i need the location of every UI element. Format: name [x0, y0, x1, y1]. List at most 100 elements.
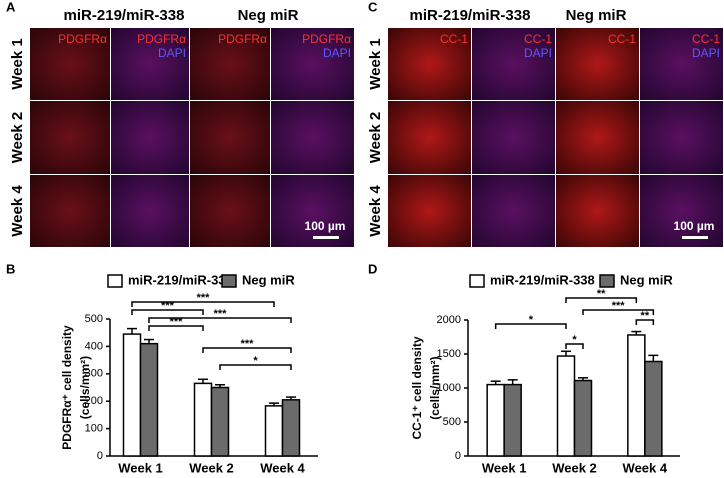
significance-bracket	[148, 317, 292, 323]
significance-label: ***	[170, 316, 184, 328]
micrograph	[30, 28, 110, 100]
micrograph	[271, 28, 354, 100]
row-label: Week 4	[9, 185, 26, 237]
y-tick-label: 300	[85, 368, 103, 380]
significance-bracket	[148, 325, 204, 331]
micrograph	[388, 28, 471, 100]
stain-label: CC-1	[692, 32, 720, 46]
micrograph	[640, 101, 723, 174]
bar	[627, 334, 646, 457]
significance-bracket	[131, 309, 204, 315]
y-axis-label: PDGFRα⁺ cell density	[60, 325, 74, 450]
micrograph	[30, 101, 110, 174]
significance-label: ***	[197, 292, 211, 304]
bar	[556, 355, 576, 457]
significance-label: **	[641, 310, 650, 322]
micrograph	[111, 101, 189, 174]
y-axis-label: (cells/mm²)	[78, 356, 92, 419]
x-tick-label: Week 4	[260, 460, 305, 475]
significance-label: ***	[214, 308, 228, 320]
legend-label: miR-219/miR-338	[490, 272, 595, 287]
significance-bracket	[131, 301, 275, 307]
significance-bracket	[202, 347, 292, 353]
micrograph	[472, 175, 555, 247]
stain-label: PDGFRα	[137, 32, 186, 46]
x-tick-label: Week 4	[623, 460, 668, 475]
bar	[503, 383, 522, 457]
x-tick-label: Week 1	[118, 460, 163, 475]
significance-bracket	[494, 323, 567, 329]
row-label: Week 1	[9, 38, 26, 89]
micrograph	[556, 101, 639, 174]
stain-label: DAPI	[323, 46, 351, 60]
micrograph	[640, 175, 723, 247]
stain-label: PDGFRα	[218, 32, 267, 46]
row-label: Week 1	[367, 38, 384, 89]
bar	[193, 382, 213, 457]
y-axis-label: (cells/mm²)	[428, 356, 442, 419]
legend-swatch	[107, 274, 123, 288]
significance-bracket	[582, 309, 655, 315]
scale-bar-label: 100 µm	[674, 219, 715, 233]
stain-label: DAPI	[524, 46, 552, 60]
stain-label: DAPI	[158, 46, 186, 60]
bar	[644, 360, 663, 457]
significance-bracket	[565, 343, 584, 349]
stain-label: CC-1	[440, 32, 468, 46]
row-label: Week 2	[367, 112, 384, 163]
y-tick-label: 1500	[437, 348, 461, 360]
micrograph	[30, 175, 110, 247]
legend-label: Neg miR	[242, 272, 295, 287]
panel-letter: C	[368, 0, 378, 14]
micrograph	[190, 28, 270, 100]
y-tick-label: 0	[97, 450, 103, 462]
y-axis-label: CC-1⁺ cell density	[410, 336, 424, 439]
y-tick-label: 1000	[437, 382, 461, 394]
y-tick-label: 400	[85, 340, 103, 352]
significance-label: **	[597, 288, 606, 300]
stain-label: CC-1	[608, 32, 636, 46]
y-tick-label: 100	[85, 423, 103, 435]
legend-swatch	[221, 274, 237, 288]
scale-bar-label: 100 µm	[305, 219, 346, 233]
bar	[264, 405, 284, 457]
y-tick-label: 200	[85, 395, 103, 407]
micrograph	[472, 101, 555, 174]
micrograph	[271, 175, 354, 247]
stain-label: DAPI	[692, 46, 720, 60]
bar	[573, 379, 593, 457]
micrograph	[556, 28, 639, 100]
stain-label: PDGFRα	[58, 32, 107, 46]
micrograph	[640, 28, 723, 100]
legend-swatch	[599, 274, 615, 288]
legend-label: miR-219/miR-338	[128, 272, 233, 287]
micrograph	[271, 101, 354, 174]
x-tick-label: Week 2	[189, 460, 234, 475]
row-label: Week 4	[367, 185, 384, 237]
x-tick-label: Week 1	[482, 460, 527, 475]
micrograph	[111, 175, 189, 247]
stain-label: CC-1	[524, 32, 552, 46]
panel-letter: D	[368, 261, 377, 276]
bar	[210, 386, 230, 457]
micrograph	[472, 28, 555, 100]
stain-label: PDGFRα	[302, 32, 351, 46]
micrograph	[111, 28, 189, 100]
significance-label: *	[572, 334, 577, 346]
micrograph	[388, 101, 471, 174]
significance-label: ***	[612, 300, 626, 312]
significance-bracket	[565, 297, 638, 303]
bar	[486, 383, 505, 457]
y-tick-label: 0	[455, 450, 461, 462]
significance-label: ***	[161, 300, 175, 312]
significance-label: *	[253, 355, 258, 367]
legend-label: Neg miR	[620, 272, 673, 287]
column-header: Neg miR	[238, 7, 299, 24]
significance-label: ***	[241, 338, 255, 350]
scale-bar	[313, 236, 339, 239]
column-header: miR-219/miR-338	[64, 7, 185, 24]
significance-bracket	[219, 364, 292, 370]
row-label: Week 2	[9, 112, 26, 163]
legend-swatch	[469, 274, 485, 288]
